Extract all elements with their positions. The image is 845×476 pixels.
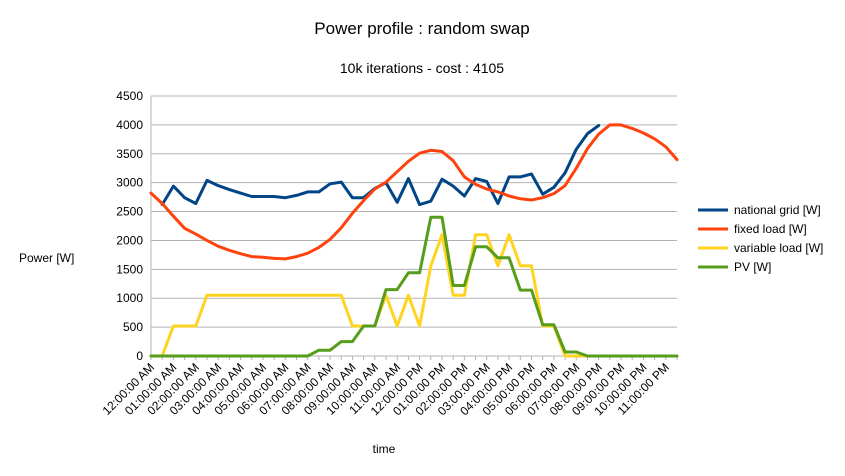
y-tick-label: 500: [123, 320, 143, 334]
y-tick-label: 0: [136, 349, 143, 363]
legend-label: variable load [W]: [734, 241, 823, 255]
y-tick-label: 1500: [116, 262, 143, 276]
y-axis: 0 500 1000 1500 2000 2500 3000 3500 4000 4500: [116, 89, 152, 363]
gridlines: [151, 95, 677, 357]
series-line-2: [149, 123, 679, 261]
chart-subtitle: 10k iterations - cost : 4105: [340, 60, 504, 76]
y-tick-label: 2000: [116, 233, 143, 247]
y-tick-label: 4000: [116, 118, 143, 132]
series-lines: [149, 123, 679, 358]
y-tick-label: 1000: [116, 291, 143, 305]
chart-title: Power profile : random swap: [314, 19, 529, 38]
series-line-3: [149, 233, 679, 358]
y-tick-label: 3500: [116, 147, 143, 161]
y-axis-label: Power [W]: [19, 251, 74, 265]
legend: national grid [W] fixed load [W] variable …: [698, 203, 823, 274]
x-axis-label: time: [373, 442, 396, 456]
y-tick-label: 4500: [116, 89, 143, 103]
legend-label: PV [W]: [734, 260, 771, 274]
y-tick-label: 3000: [116, 176, 143, 190]
series-line-4: [149, 215, 679, 358]
legend-label: fixed load [W]: [734, 222, 807, 236]
legend-label: national grid [W]: [734, 203, 821, 217]
y-tick-label: 2500: [116, 205, 143, 219]
series-line-1: [160, 124, 601, 207]
